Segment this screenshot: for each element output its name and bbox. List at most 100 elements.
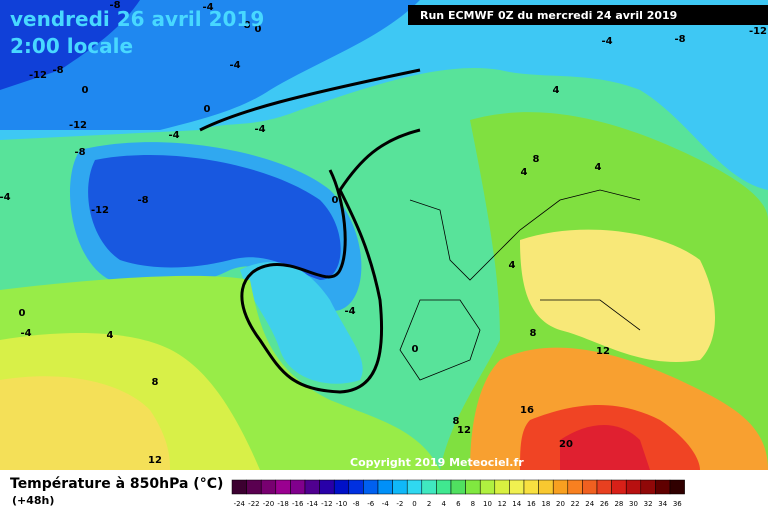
scale-swatch — [436, 479, 452, 495]
scale-swatch — [582, 479, 598, 495]
scale-swatch — [231, 479, 247, 495]
scale-swatch — [348, 479, 364, 495]
contour-label: 4 — [553, 85, 560, 96]
scale-label: -16 — [292, 500, 304, 508]
scale-label: -4 — [382, 500, 390, 508]
scale-label: 28 — [614, 500, 623, 508]
contour-label: -4 — [229, 60, 240, 71]
scale-swatch — [625, 479, 642, 495]
scale-label: 22 — [571, 500, 580, 508]
scale-label: -6 — [367, 500, 375, 508]
contour-label: 0 — [255, 24, 262, 35]
contour-label: 8 — [453, 416, 460, 427]
contour-label: 4 — [521, 167, 528, 178]
contour-label: -4 — [202, 2, 213, 13]
scale-label: -22 — [248, 500, 259, 508]
contour-label: -4 — [20, 328, 31, 339]
scale-label: 24 — [585, 500, 594, 508]
contour-label: -4 — [0, 192, 11, 203]
scale-label: -24 — [234, 500, 246, 508]
scale-label: 32 — [644, 500, 653, 508]
scale-label: -2 — [396, 500, 403, 508]
scale-label: -20 — [263, 500, 274, 508]
scale-label: -12 — [321, 500, 332, 508]
contour-label: -8 — [74, 147, 85, 158]
scale-label: 16 — [527, 500, 536, 508]
contour-label: 4 — [509, 260, 516, 271]
scale-swatch — [246, 479, 262, 495]
scale-swatch — [523, 479, 539, 495]
scale-label: -8 — [353, 500, 360, 508]
contour-label: 8 — [533, 154, 540, 165]
scale-swatch — [275, 479, 291, 495]
scale-swatch — [465, 479, 481, 495]
scale-swatch — [655, 479, 671, 495]
forecast-time: 2:00 locale — [10, 34, 133, 58]
contour-label: -12 — [749, 26, 767, 37]
scale-label: 36 — [673, 500, 682, 508]
forecast-date: vendredi 26 avril 2019 — [10, 7, 264, 31]
scale-label: -10 — [336, 500, 347, 508]
contour-label: -8 — [137, 195, 148, 206]
scale-swatch — [450, 479, 466, 495]
scale-label: 34 — [658, 500, 667, 508]
scale-label: 0 — [412, 500, 416, 508]
scale-swatch — [611, 479, 627, 495]
legend-lead: (+48h) — [12, 494, 54, 507]
contour-label: -8 — [109, 0, 120, 11]
scale-label: -14 — [307, 500, 319, 508]
color-scale: -24 -22 -20 -18 -16 -14 -12 -10 -8 -6 -4 -2 0 2 4 6 8 10 1… — [231, 479, 685, 508]
scale-swatch — [304, 479, 320, 495]
scale-swatch — [363, 479, 379, 495]
scale-label: 14 — [512, 500, 521, 508]
contour-label: 8 — [152, 377, 159, 388]
contour-label: -8 — [52, 65, 63, 76]
contour-label: 4 — [107, 330, 114, 341]
scale-swatch — [552, 479, 569, 495]
scale-swatch — [421, 479, 437, 495]
scale-swatch — [406, 479, 423, 495]
scale-swatch — [392, 479, 408, 495]
contour-label: -4 — [168, 130, 179, 141]
run-info: Run ECMWF 0Z du mercredi 24 avril 2019 — [420, 9, 677, 22]
scale-label: 30 — [629, 500, 638, 508]
scale-swatch — [509, 479, 525, 495]
scale-label: 6 — [456, 500, 461, 508]
scale-label: 8 — [471, 500, 475, 508]
contour-label: -12 — [91, 205, 109, 216]
scale-swatch — [290, 479, 306, 495]
contour-label: 0 — [82, 85, 89, 96]
contour-label: -8 — [239, 20, 250, 31]
contour-label: -12 — [69, 120, 87, 131]
contour-label: 12 — [457, 425, 471, 436]
scale-label: 20 — [556, 500, 565, 508]
scale-swatch — [479, 479, 496, 495]
contour-label: 20 — [559, 439, 573, 450]
legend-title: Température à 850hPa (°C) — [10, 476, 223, 492]
map — [0, 0, 768, 470]
scale-label: 10 — [483, 500, 492, 508]
contour-label: 0 — [19, 308, 26, 319]
contour-label: -4 — [601, 36, 612, 47]
scale-swatch — [640, 479, 656, 495]
scale-swatch — [567, 479, 583, 495]
scale-swatch — [494, 479, 510, 495]
scale-swatch — [669, 479, 685, 495]
contour-label: -4 — [254, 124, 265, 135]
contour-label: 12 — [148, 455, 162, 466]
scale-label: -18 — [277, 500, 288, 508]
contour-label: -12 — [29, 70, 47, 81]
run-banner — [408, 5, 768, 25]
contour-label: 16 — [520, 405, 534, 416]
scale-label: 4 — [441, 500, 446, 508]
contour-label: 8 — [530, 328, 537, 339]
scale-label: 2 — [427, 500, 431, 508]
scale-swatch — [538, 479, 554, 495]
contour-label: 0 — [204, 104, 211, 115]
scale-label: 18 — [541, 500, 550, 508]
contour-label: -8 — [674, 34, 685, 45]
contour-label: -4 — [344, 306, 355, 317]
scale-swatch — [333, 479, 350, 495]
